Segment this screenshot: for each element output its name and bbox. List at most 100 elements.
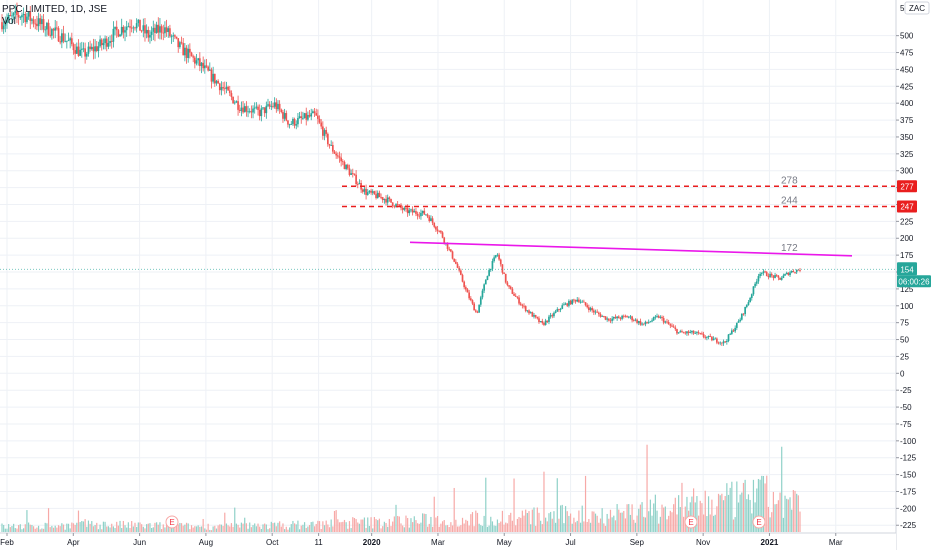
candle-body — [491, 261, 494, 269]
candle-body — [17, 15, 20, 18]
volume-label[interactable]: Vol — [2, 16, 16, 27]
volume-bar — [711, 499, 713, 532]
volume-bar — [493, 525, 495, 532]
volume-bar — [560, 505, 562, 532]
volume-bar — [347, 528, 349, 532]
candle-body — [568, 300, 570, 306]
currency-box[interactable]: ZAC — [904, 1, 930, 15]
candle-body — [54, 27, 57, 31]
volume-bar — [328, 527, 331, 532]
volume-bar — [109, 527, 111, 532]
volume-bar — [74, 524, 76, 532]
candle-body — [64, 40, 67, 42]
candle-body — [617, 316, 620, 319]
candle-body — [714, 338, 717, 340]
volume-bar — [57, 525, 60, 532]
candle-body — [373, 191, 376, 195]
time-tick-label: Aug — [199, 538, 213, 547]
candle-body — [473, 303, 475, 311]
candle-body — [716, 338, 718, 343]
volume-bar — [747, 494, 750, 532]
candle-body — [202, 62, 205, 69]
volume-bar — [614, 520, 617, 532]
candle-body — [320, 122, 323, 127]
earnings-marker[interactable]: E — [752, 515, 766, 529]
volume-bar — [214, 525, 216, 532]
volume-bar — [224, 512, 226, 532]
price-tick-label: 5 — [900, 4, 905, 13]
candle-body — [760, 273, 763, 274]
drawn-lines[interactable]: 278 244 172 — [0, 175, 895, 270]
volume-bar — [400, 523, 402, 532]
volume-bar — [225, 523, 228, 532]
volume-bar — [370, 517, 372, 532]
volume-bar — [31, 524, 33, 532]
volume-bar — [39, 529, 41, 532]
candle-body — [676, 329, 678, 334]
candle-body — [223, 88, 226, 90]
volume-bar — [240, 522, 242, 532]
volume-bar — [796, 493, 798, 532]
volume-bar — [420, 522, 422, 532]
volume-bar — [204, 528, 206, 532]
candle-body — [272, 105, 274, 107]
volume-bar — [134, 522, 136, 532]
volume-bar — [451, 525, 454, 532]
volume-bar — [205, 529, 208, 532]
volume-bar — [501, 510, 504, 532]
volume-bar — [182, 525, 184, 532]
volume-bar — [558, 518, 560, 532]
candle-body — [325, 130, 328, 134]
volume-bar — [749, 499, 751, 532]
candle-body — [759, 273, 761, 277]
volume-bar — [440, 523, 442, 532]
candle-body — [484, 280, 487, 285]
candle-body — [114, 26, 116, 29]
volume-bar — [480, 525, 482, 532]
candle-body — [198, 58, 201, 67]
trendline[interactable] — [409, 241, 853, 257]
candle-body — [641, 323, 643, 325]
volume-bar — [573, 517, 575, 532]
time-axis[interactable]: Feb Apr Jun Aug Oct 11 2020 Mar May Jul Sep Nov 2021… — [0, 532, 896, 550]
volume-bar — [220, 524, 223, 532]
candle-body — [112, 28, 115, 42]
candle-body — [433, 222, 436, 227]
volume-bar — [752, 479, 755, 532]
earnings-marker[interactable]: E — [165, 515, 179, 529]
candle-body — [501, 264, 504, 273]
volume-bar — [190, 525, 193, 532]
candle-body — [691, 330, 693, 333]
level-price-badge[interactable]: 277 — [897, 180, 917, 193]
candle-body — [195, 60, 198, 64]
volume-bar — [380, 528, 382, 532]
candle-body — [403, 207, 406, 210]
volume-bar — [415, 520, 417, 532]
candle-body — [330, 145, 333, 146]
volume-bar — [739, 494, 741, 532]
volume-bar — [503, 524, 505, 532]
volume-bar — [641, 502, 643, 532]
volume-bar — [383, 521, 385, 532]
volume-bar — [476, 512, 479, 532]
volume-bar — [523, 515, 525, 532]
candle-body — [31, 19, 33, 21]
volume-bar — [794, 490, 796, 532]
volume-bar — [510, 512, 512, 532]
candle-body — [331, 145, 334, 152]
earnings-marker[interactable]: E — [684, 515, 698, 529]
last-price-badge[interactable]: 154 06:00:26 — [897, 262, 931, 288]
volume-bar — [285, 526, 287, 532]
volume-bar — [586, 521, 588, 532]
volume-bar — [132, 526, 134, 532]
volume-bar — [260, 528, 262, 532]
price-axis[interactable]: -225 -200 -175 -150 -125 -100 -75 -50 -25 0 25 50 75… — [895, 0, 932, 550]
candle-body — [712, 338, 715, 341]
symbol-title[interactable]: PPC LIMITED, 1D, JSE — [2, 4, 108, 15]
candle-body — [769, 273, 771, 278]
volume-bar — [385, 522, 387, 532]
level-price-badge[interactable]: 247 — [897, 200, 917, 213]
candle-body — [144, 25, 146, 34]
